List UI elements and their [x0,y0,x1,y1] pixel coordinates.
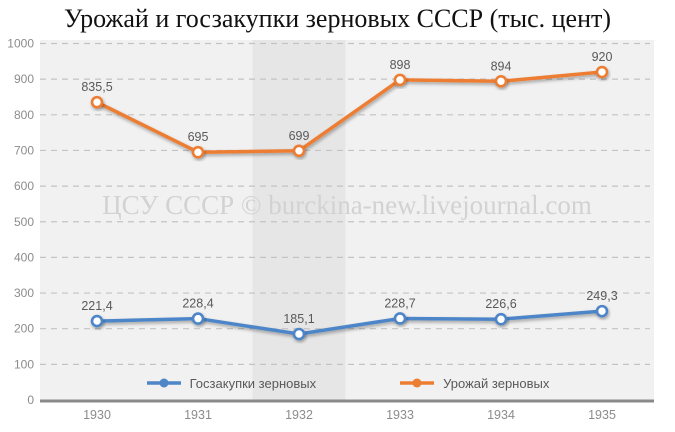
marker-s1-1934 [494,74,508,88]
chart-title: Урожай и госзакупки зерновых СССР (тыс. … [63,4,612,33]
marker-s1-1930 [90,95,104,109]
y-tick-0: 0 [27,393,34,407]
marker-s0-1933 [393,312,407,325]
y-tick-500: 500 [14,215,34,229]
data-label-s0-1935: 249,3 [586,289,617,303]
y-tick-1000: 1000 [7,37,34,51]
legend-item-0: Госзакупки зерновых [145,376,316,391]
x-tick-1935: 1935 [588,408,616,422]
marker-s0-1931 [191,312,205,325]
y-tick-400: 400 [14,250,34,264]
y-tick-200: 200 [14,322,34,336]
legend: Госзакупки зерновых Урожай зерновых [40,372,654,394]
data-label-s0-1932: 185,1 [283,312,314,326]
legend-label: Урожай зерновых [443,375,550,391]
x-tick-1933: 1933 [386,408,414,422]
data-label-s1-1932: 699 [289,129,310,143]
plot-background [40,40,654,400]
x-tick-1930: 1930 [83,408,111,422]
marker-s0-1930 [90,314,104,328]
y-tick-900: 900 [14,72,34,86]
marker-s1-1932 [292,144,306,158]
marker-s1-1933 [393,73,407,87]
data-label-s1-1935: 920 [592,50,613,64]
y-tick-300: 300 [14,286,34,300]
marker-s1-1935 [595,65,609,79]
data-label-s0-1934: 226,6 [485,297,516,311]
legend-item-1: Урожай зерновых [398,376,549,391]
marker-s1-1931 [191,145,205,159]
x-tick-1934: 1934 [487,408,515,422]
legend-marker-icon [400,378,435,388]
data-label-s1-1934: 894 [491,59,512,73]
x-tick-1932: 1932 [285,408,313,422]
series-line-1 [95,70,604,154]
y-tick-700: 700 [14,143,34,157]
data-label-s0-1931: 228,4 [182,297,213,311]
marker-s0-1935 [595,304,609,318]
data-label-s1-1930: 835,5 [81,80,112,94]
series-line-0 [95,309,604,336]
y-tick-600: 600 [14,179,34,193]
x-tick-1931: 1931 [184,408,212,422]
data-label-s1-1931: 695 [188,130,209,144]
data-label-s1-1933: 898 [390,58,411,72]
marker-s0-1932 [292,327,306,341]
highlight-band-1932 [252,40,346,400]
data-label-s0-1933: 228,7 [384,296,415,310]
y-tick-100: 100 [14,357,34,371]
legend-label: Госзакупки зерновых [189,375,317,391]
marker-s0-1934 [494,312,508,326]
legend-marker-icon [146,378,181,388]
data-label-s0-1930: 221,4 [81,299,112,313]
y-tick-800: 800 [14,108,34,122]
